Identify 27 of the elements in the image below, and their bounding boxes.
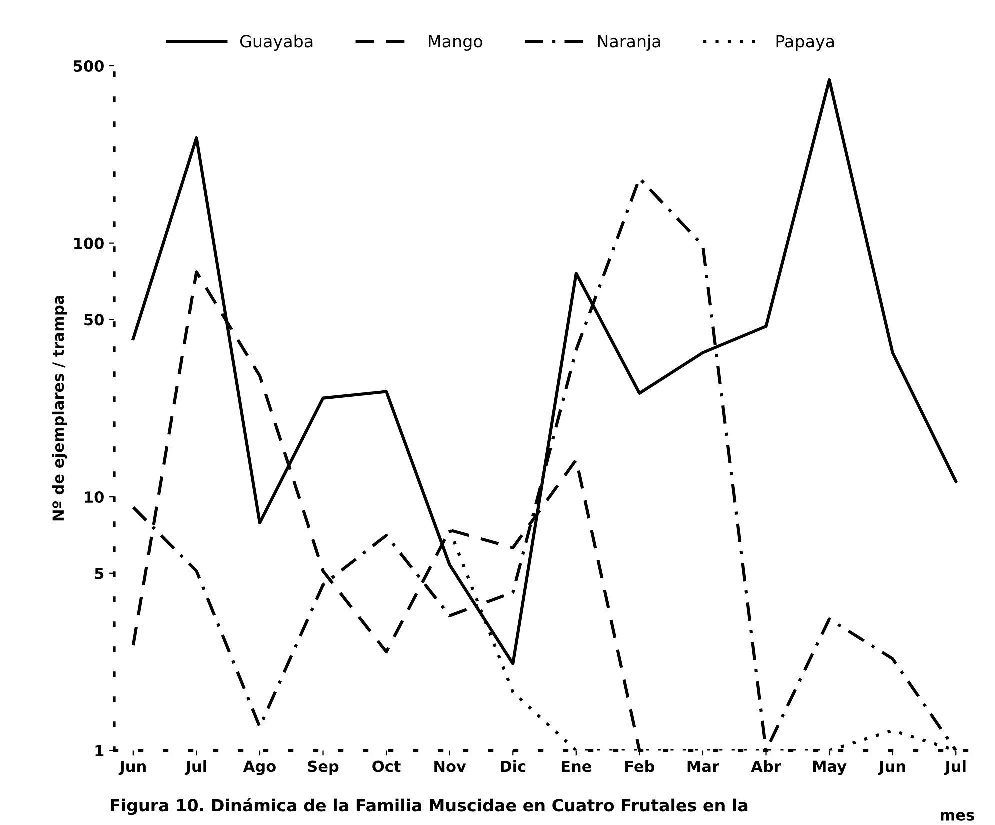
y-tick-label: 500 xyxy=(74,60,104,72)
legend-label: Papaya xyxy=(776,35,834,51)
x-tick-label: Abr xyxy=(751,760,782,772)
x-tick-label: Feb xyxy=(626,760,655,772)
y-tick-label: 1 xyxy=(96,745,104,757)
y-tick-label: 10 xyxy=(85,492,104,504)
x-tick-label: Jul xyxy=(184,760,206,776)
x-tick-label: Oct xyxy=(372,760,401,772)
x-tick-label: Jun xyxy=(878,760,906,776)
x-tick-label: Jul xyxy=(944,760,966,776)
x-tick-label: Mar xyxy=(688,760,720,772)
x-tick-label: Nov xyxy=(434,760,466,772)
y-tick-label: 100 xyxy=(74,238,104,250)
y-tick-label: 5 xyxy=(95,568,104,580)
x-axis-title: mes xyxy=(940,812,974,821)
legend-label: Naranja xyxy=(598,34,660,51)
text: Figura 10. Dinámica de la Familia Muscidae en Cuatro Frutales en la xyxy=(110,798,748,816)
x-tick-label: Ene xyxy=(562,760,592,772)
x-tick-label: Ago xyxy=(243,760,276,776)
x-tick-label: Sep xyxy=(308,760,339,776)
legend-label: Mango xyxy=(429,35,482,51)
y-tick-label: 50 xyxy=(84,314,104,326)
legend-label: Guayaba xyxy=(240,34,313,51)
y-axis-title: Nº de ejemplares / trampa xyxy=(52,296,68,521)
x-tick-label: Jun xyxy=(118,760,146,776)
x-tick-label: May xyxy=(813,760,847,776)
x-tick-label: Dic xyxy=(501,760,526,772)
